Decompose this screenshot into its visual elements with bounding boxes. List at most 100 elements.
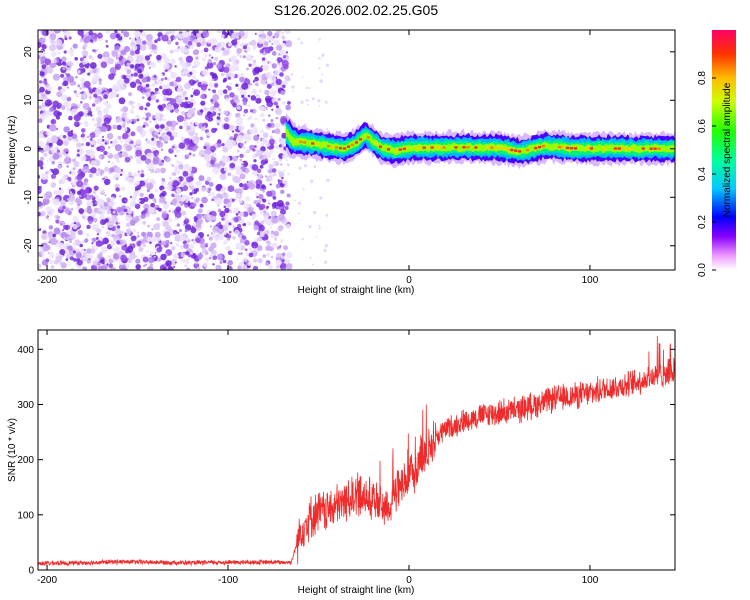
noise-speckle (163, 231, 171, 239)
noise-speckle (145, 34, 153, 41)
noise-speckle (154, 87, 159, 92)
spectrogram-y-tick-label: -10 (23, 190, 34, 205)
noise-speckle (52, 100, 60, 108)
ridge-peak (366, 136, 370, 139)
noise-speckle (88, 150, 96, 157)
ridge-peak (466, 146, 470, 149)
noise-speckle (191, 196, 194, 199)
noise-speckle (245, 77, 248, 80)
snr-line (38, 335, 675, 567)
noise-speckle (50, 39, 55, 44)
noise-region (38, 30, 332, 270)
noise-speckle (40, 93, 48, 100)
noise-speckle (259, 203, 266, 210)
noise-speckle (88, 30, 94, 36)
noise-speckle (126, 245, 134, 253)
noise-speckle (38, 105, 43, 110)
noise-speckle (216, 30, 222, 34)
noise-speckle (138, 73, 144, 79)
noise-speckle (252, 211, 256, 215)
noise-speckle (92, 69, 97, 74)
noise-speckle (83, 43, 88, 48)
noise-speckle (133, 192, 137, 196)
noise-speckle (222, 30, 226, 35)
ridge-peak (585, 147, 589, 150)
noise-speckle (209, 145, 216, 152)
noise-speckle (77, 84, 81, 88)
noise-speckle (170, 59, 176, 65)
noise-speckle (254, 117, 258, 121)
noise-speckle (240, 72, 245, 77)
noise-speckle (161, 34, 169, 42)
noise-speckle (236, 134, 244, 142)
noise-speckle (261, 138, 266, 142)
noise-speckle (260, 112, 265, 118)
noise-speckle (96, 228, 102, 234)
spectrogram-x-ticks: -200 -100 0 100 (37, 30, 599, 286)
ridge-peak (625, 147, 629, 150)
noise-speckle (156, 141, 164, 148)
noise-speckle (272, 206, 275, 209)
noise-speckle (224, 116, 230, 123)
noise-speckle (51, 161, 55, 165)
noise-speckle (39, 80, 43, 84)
noise-speckle (203, 73, 206, 76)
noise-speckle (298, 166, 302, 170)
noise-speckle (82, 165, 90, 174)
noise-speckle (211, 192, 215, 196)
noise-speckle (155, 135, 159, 139)
noise-speckle (55, 219, 60, 224)
noise-speckle (141, 31, 147, 38)
noise-speckle (83, 80, 91, 88)
noise-speckle (100, 219, 106, 226)
noise-speckle (176, 87, 183, 93)
noise-speckle (135, 68, 138, 72)
noise-speckle (202, 69, 209, 76)
noise-speckle (85, 233, 90, 237)
noise-speckle (111, 247, 114, 250)
noise-speckle (192, 135, 199, 143)
noise-speckle (174, 164, 179, 170)
noise-speckle (270, 255, 274, 259)
noise-speckle (209, 106, 215, 112)
noise-speckle (49, 44, 56, 52)
noise-speckle (239, 158, 243, 162)
noise-speckle (162, 118, 166, 122)
noise-speckle (262, 189, 265, 193)
noise-speckle (185, 55, 193, 63)
noise-speckle (199, 203, 204, 208)
noise-speckle (77, 229, 84, 236)
noise-speckle (197, 266, 201, 270)
noise-speckle (43, 145, 50, 152)
noise-speckle (154, 39, 158, 44)
noise-speckle (195, 237, 201, 243)
noise-speckle (60, 231, 68, 239)
noise-speckle (136, 234, 140, 238)
noise-speckle (180, 49, 185, 54)
noise-speckle (275, 123, 281, 128)
noise-speckle (69, 233, 76, 240)
noise-speckle (119, 173, 123, 176)
noise-speckle (110, 240, 115, 245)
noise-speckle (217, 208, 222, 213)
noise-speckle (190, 227, 197, 234)
noise-speckle (50, 182, 57, 188)
noise-speckle (104, 142, 108, 145)
noise-speckle (135, 264, 141, 270)
noise-speckle (235, 230, 238, 234)
noise-speckle (212, 61, 217, 66)
noise-speckle (227, 172, 232, 177)
noise-speckle (276, 105, 279, 109)
noise-speckle (235, 242, 243, 250)
noise-speckle (232, 225, 235, 228)
noise-speckle (93, 242, 95, 245)
noise-speckle (300, 41, 304, 45)
noise-speckle (48, 211, 51, 214)
noise-speckle (254, 32, 257, 36)
noise-speckle (171, 193, 175, 198)
noise-speckle (98, 145, 106, 152)
noise-speckle (265, 245, 271, 251)
spectrogram-y-label: Frequency (Hz) (7, 116, 18, 185)
noise-speckle (121, 231, 125, 235)
noise-speckle (125, 222, 131, 228)
